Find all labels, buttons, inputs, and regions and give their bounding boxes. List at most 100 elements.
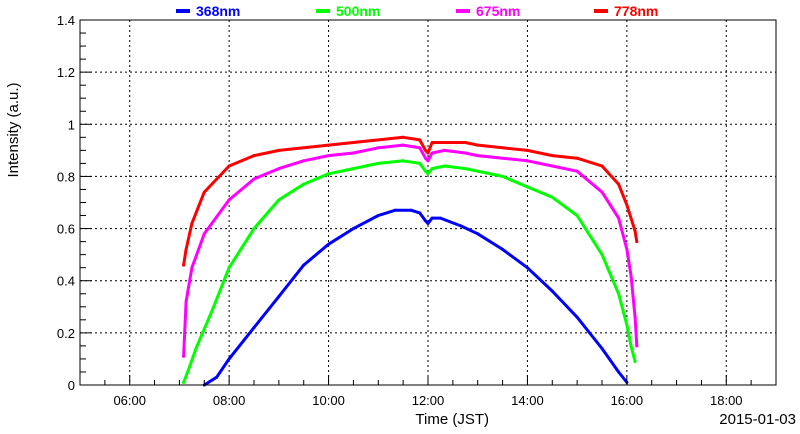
legend-label: 675nm xyxy=(476,3,520,19)
data-point xyxy=(302,263,306,267)
data-point xyxy=(550,289,554,293)
data-point xyxy=(184,300,188,304)
data-point xyxy=(430,167,434,171)
data-point xyxy=(401,135,405,139)
data-point xyxy=(625,247,629,251)
series-line-500nm xyxy=(182,159,637,384)
data-point xyxy=(476,154,480,158)
data-point xyxy=(476,232,480,236)
data-point xyxy=(426,151,430,155)
data-point xyxy=(426,159,430,163)
data-point xyxy=(633,360,637,363)
data-point xyxy=(617,370,621,374)
data-point xyxy=(252,177,256,181)
data-point xyxy=(376,214,380,217)
data-point xyxy=(550,195,554,199)
data-point xyxy=(409,208,413,212)
data-point xyxy=(376,161,380,165)
data-point xyxy=(426,221,430,225)
data-point xyxy=(633,315,637,319)
data-point xyxy=(501,146,505,150)
data-point xyxy=(211,307,215,311)
data-point xyxy=(227,266,231,270)
data-point xyxy=(252,154,256,158)
data-point xyxy=(252,227,256,231)
x-tick-label: 14:00 xyxy=(511,393,544,408)
y-tick-label: 0.2 xyxy=(57,326,75,341)
data-point xyxy=(351,227,355,231)
x-tick-label: 10:00 xyxy=(312,393,345,408)
data-point xyxy=(376,138,380,142)
y-tick-label: 0 xyxy=(68,378,75,393)
data-point xyxy=(184,247,188,251)
data-point xyxy=(443,148,447,152)
data-point xyxy=(501,174,505,178)
data-point xyxy=(501,247,505,251)
data-point xyxy=(227,198,231,202)
data-layer xyxy=(182,135,639,387)
y-tick-label: 1 xyxy=(68,117,75,132)
data-point xyxy=(351,141,355,144)
data-point xyxy=(476,143,480,147)
data-point xyxy=(351,151,355,155)
data-point xyxy=(418,146,422,150)
data-point xyxy=(575,156,579,160)
x-tick-label: 06:00 xyxy=(113,393,146,408)
data-point xyxy=(635,240,639,244)
data-point xyxy=(202,232,206,236)
y-axis-title: Intensity (a.u.) xyxy=(5,82,22,177)
data-point xyxy=(463,141,467,144)
data-point xyxy=(302,159,306,163)
data-point xyxy=(617,216,621,220)
data-point xyxy=(575,315,579,319)
data-point xyxy=(625,203,629,207)
data-point xyxy=(459,224,463,228)
data-point xyxy=(376,146,380,150)
data-point xyxy=(438,216,442,220)
data-point xyxy=(463,151,467,155)
data-point xyxy=(327,154,331,158)
data-point xyxy=(430,216,434,220)
data-point xyxy=(476,169,480,173)
data-point xyxy=(418,211,422,215)
data-point xyxy=(351,167,355,171)
data-point xyxy=(550,164,554,168)
data-point xyxy=(182,354,186,358)
x-tick-label: 16:00 xyxy=(611,393,644,408)
x-tick-label: 08:00 xyxy=(213,393,246,408)
data-point xyxy=(501,156,505,160)
data-point xyxy=(629,274,633,277)
data-point xyxy=(194,347,198,350)
legend: 368nm 500nm 675nm 778nm xyxy=(176,3,658,19)
x-tick-label: 12:00 xyxy=(412,393,445,408)
data-point xyxy=(302,182,306,186)
data-point xyxy=(190,221,194,225)
data-point xyxy=(600,190,604,194)
data-point xyxy=(424,148,427,152)
data-point xyxy=(418,138,422,142)
data-point xyxy=(186,370,190,374)
data-point xyxy=(633,229,637,233)
data-point xyxy=(629,344,633,348)
y-tick-label: 1.2 xyxy=(57,65,75,80)
data-point xyxy=(525,159,529,163)
data-point xyxy=(277,148,281,152)
data-point xyxy=(215,375,219,379)
data-point xyxy=(424,219,427,223)
data-point xyxy=(525,148,529,152)
x-axis-title: Time (JST) xyxy=(415,411,489,428)
data-point xyxy=(393,208,397,212)
data-point xyxy=(418,161,422,165)
x-tick-label: 18:00 xyxy=(710,393,743,408)
data-point xyxy=(426,172,430,176)
data-point xyxy=(430,141,434,144)
y-tick-label: 0.4 xyxy=(57,274,75,289)
data-point xyxy=(277,294,281,298)
data-point xyxy=(550,154,554,158)
data-point xyxy=(277,198,281,202)
data-point xyxy=(277,167,281,171)
legend-label: 500nm xyxy=(336,3,380,19)
data-point xyxy=(600,347,604,350)
data-point xyxy=(430,151,434,155)
